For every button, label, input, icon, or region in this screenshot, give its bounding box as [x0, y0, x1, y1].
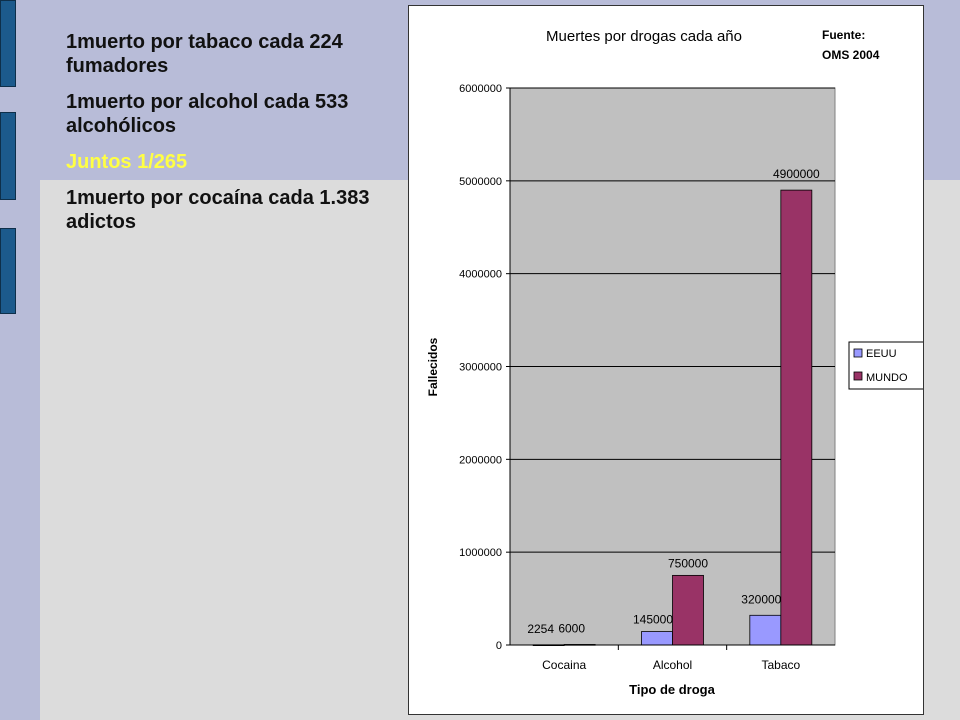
data-label: 6000 [558, 621, 585, 635]
text-line-cocaina: 1muerto por cocaína cada 1.383 adictos [66, 187, 370, 233]
x-tick-label: Cocaina [542, 658, 586, 672]
legend: EEUU MUNDO [848, 341, 923, 390]
y-tick-label: 6000000 [459, 83, 502, 95]
y-tick-label: 2000000 [459, 454, 502, 466]
data-label: 320000 [741, 592, 781, 606]
y-tick-label: 0 [496, 640, 502, 652]
data-label: 2254 [527, 622, 554, 636]
side-tab-2 [0, 112, 16, 200]
bar-eeuu [749, 614, 782, 646]
data-label: 750000 [668, 556, 708, 570]
x-axis-label: Tipo de droga [629, 682, 715, 697]
data-label: 4900000 [773, 167, 820, 181]
bar-chart: Muertes por drogas cada año Fuente: OMS … [426, 28, 923, 697]
legend-swatch-eeuu [853, 348, 863, 358]
source-note-line2: OMS 2004 [822, 48, 880, 62]
chart-panel: Muertes por drogas cada año Fuente: OMS … [408, 5, 924, 715]
slide-text: 1muerto por tabaco cada 224 fumadores 1m… [66, 30, 396, 246]
bar-mundo [780, 189, 813, 646]
legend-swatch-mundo [853, 371, 863, 381]
text-line-juntos: Juntos 1/265 [66, 151, 188, 173]
chart-title: Muertes por drogas cada año [546, 28, 742, 45]
text-line-alcohol: 1muerto por alcohol cada 533 alcohólicos [66, 91, 349, 137]
bar-eeuu [641, 631, 673, 646]
source-note-line1: Fuente: [822, 28, 865, 42]
y-tick-label: 5000000 [459, 176, 502, 188]
y-tick-label: 4000000 [459, 269, 502, 281]
legend-label-mundo: MUNDO [866, 372, 908, 384]
y-axis-label: Fallecidos [426, 337, 440, 396]
text-line-tabaco: 1muerto por tabaco cada 224 fumadores [66, 31, 343, 77]
side-tab-1 [0, 0, 16, 87]
legend-label-eeuu: EEUU [866, 348, 897, 360]
data-label: 145000 [633, 613, 673, 627]
x-tick-label: Alcohol [653, 658, 692, 672]
slide-left-band [0, 0, 40, 720]
y-tick-label: 1000000 [459, 547, 502, 559]
bar-mundo [672, 574, 704, 646]
y-tick-label: 3000000 [459, 362, 502, 374]
x-tick-label: Tabaco [761, 658, 800, 672]
side-tab-3 [0, 228, 16, 314]
